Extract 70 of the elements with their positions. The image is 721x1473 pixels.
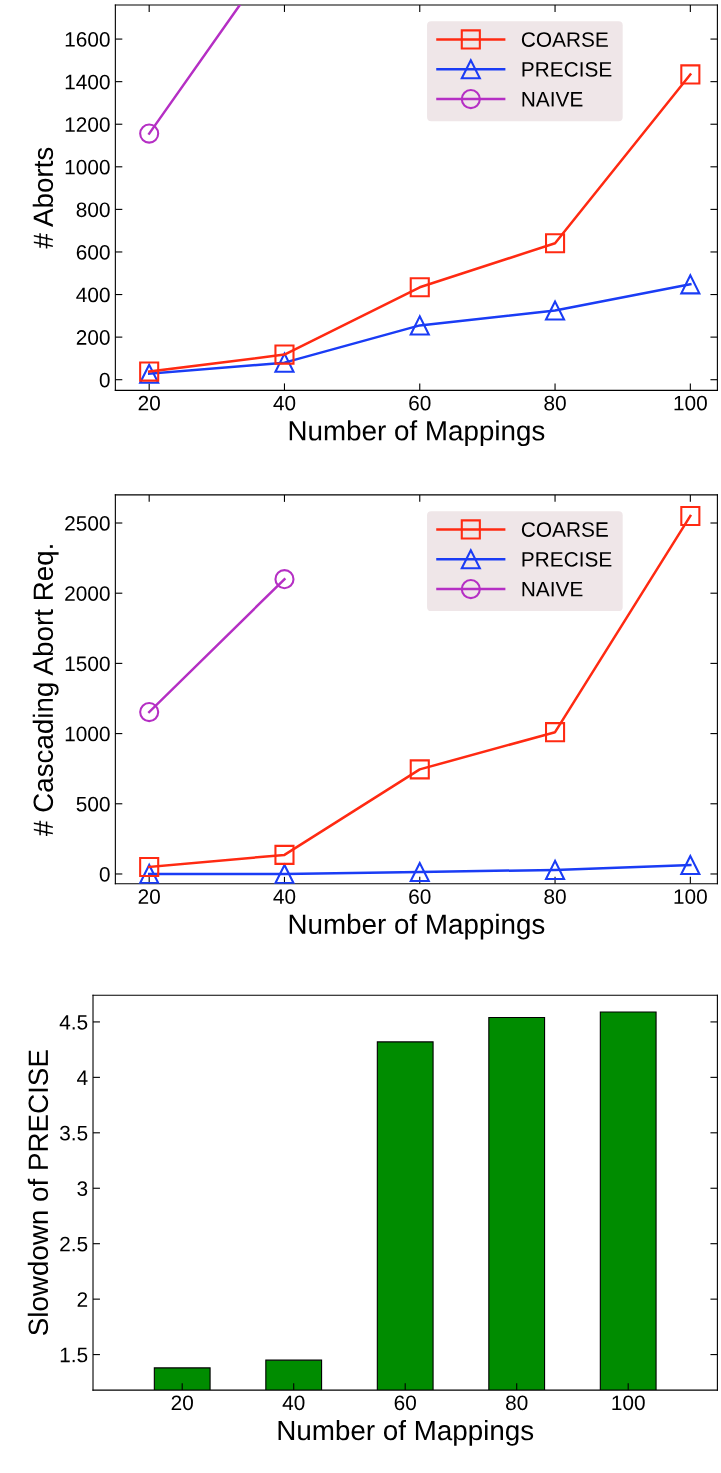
point [680,274,701,295]
x-tick-label: 20 [171,1395,193,1411]
point [274,863,295,884]
y-tick-label: 2000 [65,586,110,601]
point [139,863,160,884]
point [680,505,701,527]
y-tick-label: 1.5 [60,1347,88,1363]
legend-label: PRECISE [522,62,612,77]
x-tick-label: 60 [409,395,431,411]
point [680,854,701,876]
y-tick-label: 500 [76,796,110,812]
point [274,569,295,590]
legend-label: NAIVE [522,582,583,597]
y-tick-label: 1000 [65,159,110,175]
x-tick-label: 60 [409,889,431,904]
legend-label: COARSE [521,522,608,537]
point [139,702,160,723]
y-tick-label: 0 [99,372,110,388]
point [139,856,160,878]
y-tick-label: 2.5 [60,1236,88,1252]
y-tick-label: 0 [99,866,110,882]
y-tick-label: 3 [77,1181,88,1197]
x-tick-label: 100 [612,1395,645,1411]
y-axis-title: # Aborts [32,147,54,249]
y-tick-label: 4 [77,1070,88,1085]
y-tick-label: 2 [77,1292,88,1307]
point [274,844,295,865]
y-tick-label: 1600 [65,32,110,47]
y-tick-label: 1200 [65,117,110,132]
point [544,859,566,880]
y-tick-label: 800 [76,202,110,218]
y-tick-label: 1400 [65,74,110,90]
x-tick-label: 60 [394,1395,416,1411]
x-tick-label: 20 [138,395,160,411]
point [274,352,295,373]
y-tick-label: 600 [76,244,110,260]
point [409,277,430,298]
legend-label: PRECISE [522,551,612,567]
x-tick-label: 20 [138,889,160,904]
y-tick-label: 200 [76,330,110,345]
x-tick-label: 100 [674,889,707,904]
y-axis-title: # Cascading Abort Req. [32,545,59,836]
y-tick-label: 1500 [65,656,110,672]
point [544,722,566,743]
y-tick-label: 2500 [65,516,110,531]
x-axis-title: Number of Mappings [289,913,545,940]
legend-label: COARSE [521,32,608,47]
point [544,233,566,254]
y-tick-label: 3.5 [59,1125,88,1141]
y-tick-label: 400 [76,287,110,303]
x-tick-label: 40 [273,889,296,904]
x-tick-label: 100 [674,395,707,411]
x-tick-label: 80 [544,889,566,904]
point [409,861,430,883]
y-tick-label: 1000 [65,726,110,742]
legend-label: NAIVE [522,92,583,107]
x-tick-label: 80 [544,395,566,411]
point [544,300,566,321]
point [680,64,701,85]
x-tick-label: 40 [273,395,296,411]
point [409,759,430,780]
y-tick-label: 4.5 [59,1015,88,1030]
point [409,315,430,336]
point [139,123,160,144]
x-axis-title: Number of Mappings [289,420,545,447]
x-tick-label: 80 [506,1395,528,1411]
x-axis-title: Number of Mappings [278,1419,534,1446]
y-axis-title: Slowdown of PRECISE [27,1050,49,1336]
x-tick-label: 40 [282,1395,305,1411]
point [274,344,295,365]
